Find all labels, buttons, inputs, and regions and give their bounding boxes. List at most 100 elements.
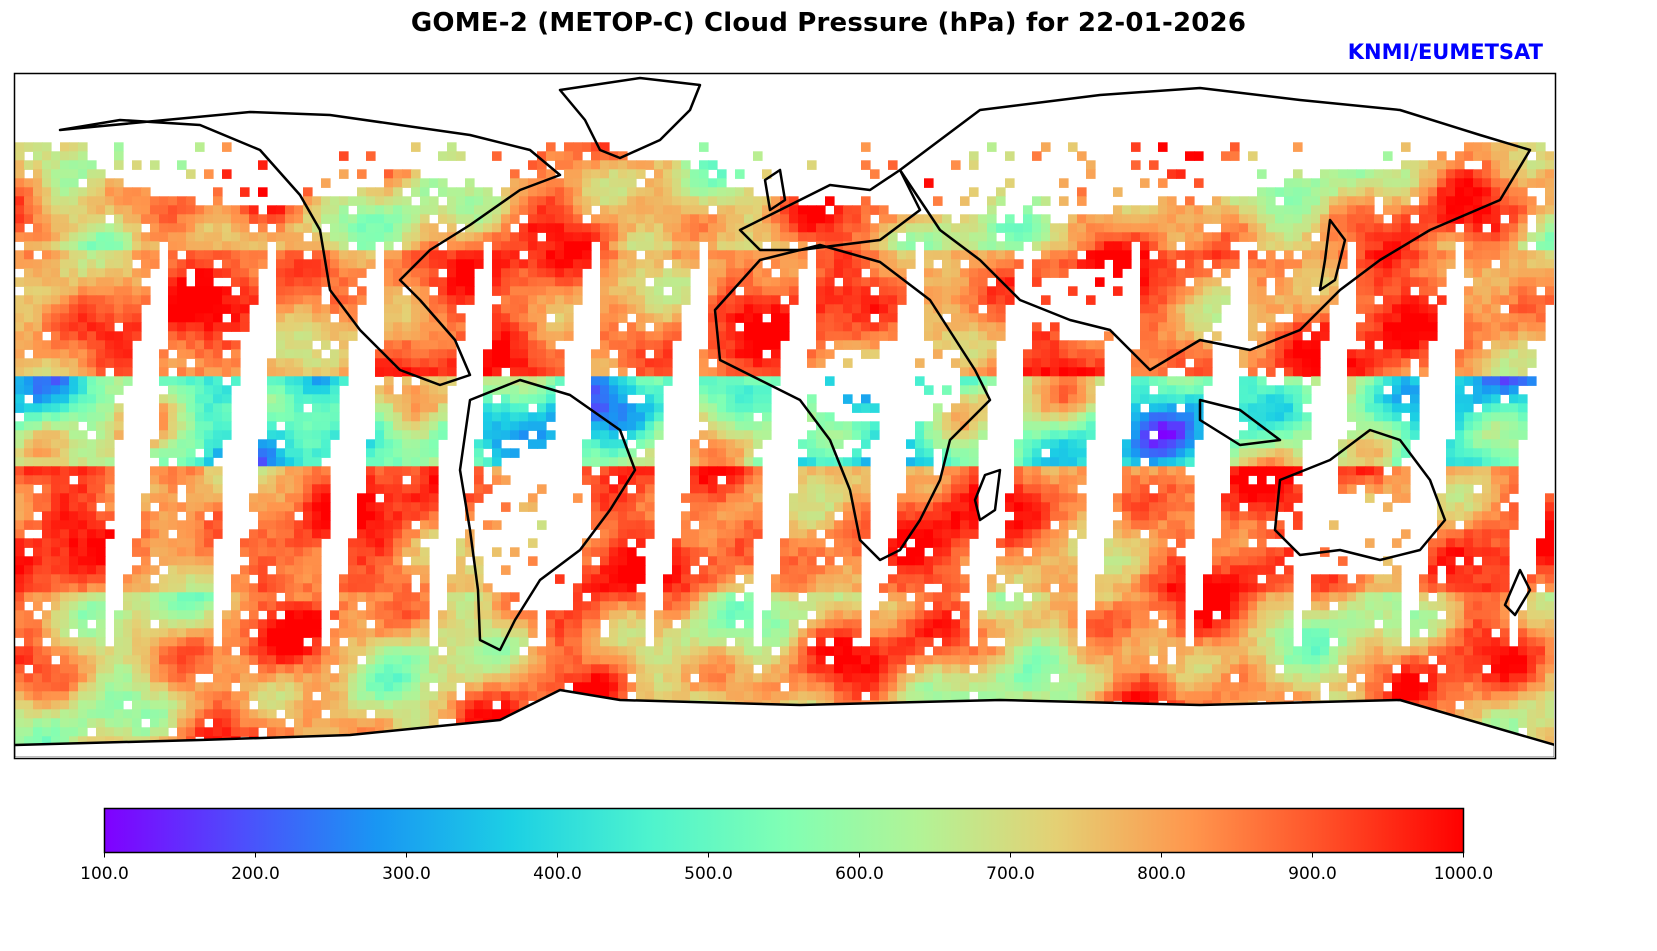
pressure-cell — [744, 286, 754, 296]
pressure-cell — [204, 403, 214, 413]
pressure-cell — [1212, 250, 1222, 260]
pressure-cell — [231, 313, 241, 323]
pressure-cell — [483, 394, 493, 404]
pressure-cell — [186, 331, 196, 341]
pressure-cell — [1401, 349, 1411, 359]
pressure-cell — [609, 277, 619, 287]
pressure-cell — [924, 214, 934, 224]
pressure-cell — [87, 502, 97, 512]
pressure-cell — [1275, 304, 1285, 314]
pressure-cell — [1203, 286, 1213, 296]
pressure-cell — [969, 430, 979, 440]
pressure-cell — [987, 304, 997, 314]
pressure-cell — [555, 259, 565, 269]
pressure-cell — [1401, 232, 1411, 242]
pressure-cell — [1338, 169, 1348, 179]
pressure-cell — [960, 502, 970, 512]
pressure-cell — [141, 511, 151, 521]
pressure-cell — [24, 286, 34, 296]
pressure-cell — [15, 538, 25, 548]
pressure-cell — [1149, 394, 1159, 404]
pressure-cell — [870, 232, 880, 242]
pressure-cell — [375, 529, 385, 539]
pressure-cell — [618, 529, 628, 539]
pressure-cell — [51, 430, 61, 440]
pressure-cell — [600, 538, 610, 548]
pressure-cell — [195, 520, 205, 530]
pressure-cell — [654, 430, 664, 440]
pressure-cell — [411, 412, 421, 422]
pressure-cell — [1131, 358, 1141, 368]
pressure-cell — [1302, 304, 1312, 314]
pressure-cell — [393, 493, 403, 503]
pressure-cell — [1050, 475, 1060, 485]
pressure-cell — [114, 295, 124, 305]
pressure-cell — [1518, 178, 1528, 188]
pressure-cell — [1041, 439, 1051, 449]
pressure-cell — [744, 421, 754, 431]
pressure-cell — [1545, 502, 1554, 512]
pressure-cell — [33, 187, 43, 197]
pressure-cell — [609, 358, 619, 368]
pressure-cell — [1482, 358, 1492, 368]
pressure-cell — [87, 322, 97, 332]
pressure-cell — [618, 331, 628, 341]
pressure-cell — [411, 322, 421, 332]
pressure-cell — [645, 358, 655, 368]
pressure-cell — [105, 331, 115, 341]
pressure-cell — [1509, 466, 1519, 476]
pressure-cell — [753, 376, 763, 386]
pressure-cell — [600, 142, 610, 152]
pressure-cell — [843, 304, 853, 314]
pressure-cell — [60, 187, 70, 197]
pressure-cell — [1086, 403, 1096, 413]
pressure-cell — [384, 430, 394, 440]
pressure-cell — [537, 196, 547, 206]
pressure-cell — [645, 502, 655, 512]
pressure-cell — [1176, 349, 1186, 359]
pressure-cell — [159, 214, 169, 224]
pressure-cell — [96, 277, 106, 287]
pressure-cell — [393, 484, 403, 494]
pressure-cell — [816, 475, 826, 485]
pressure-cell — [951, 304, 961, 314]
pressure-cell — [636, 187, 646, 197]
pressure-cell — [834, 340, 844, 350]
pressure-cell — [1131, 502, 1141, 512]
pressure-cell — [1032, 268, 1042, 278]
pressure-cell — [915, 538, 925, 548]
pressure-cell — [1266, 241, 1276, 251]
pressure-cell — [42, 430, 52, 440]
pressure-cell — [204, 412, 214, 422]
pressure-cell — [1392, 187, 1402, 197]
pressure-cell — [1239, 214, 1249, 224]
pressure-cell — [537, 484, 547, 494]
pressure-cell — [150, 538, 160, 548]
pressure-cell — [987, 214, 997, 224]
pressure-cell — [1131, 448, 1141, 458]
pressure-cell — [672, 538, 682, 548]
pressure-cell — [96, 547, 106, 557]
pressure-cell — [1086, 385, 1096, 395]
pressure-cell — [204, 466, 214, 476]
pressure-cell — [852, 511, 862, 521]
pressure-cell — [276, 304, 286, 314]
pressure-cell — [1302, 340, 1312, 350]
pressure-cell — [1383, 340, 1393, 350]
pressure-cell — [303, 313, 313, 323]
pressure-cell — [1257, 385, 1267, 395]
pressure-cell — [942, 466, 952, 476]
pressure-cell — [969, 457, 979, 467]
pressure-cell — [474, 205, 484, 215]
pressure-cell — [51, 259, 61, 269]
pressure-cell — [1329, 259, 1339, 269]
pressure-cell — [753, 214, 763, 224]
pressure-cell — [294, 385, 304, 395]
pressure-cell — [141, 250, 151, 260]
pressure-cell — [1167, 295, 1177, 305]
pressure-cell — [654, 259, 664, 269]
pressure-cell — [1509, 232, 1519, 242]
pressure-cell — [1284, 277, 1294, 287]
pressure-cell — [708, 376, 718, 386]
pressure-cell — [1455, 502, 1465, 512]
